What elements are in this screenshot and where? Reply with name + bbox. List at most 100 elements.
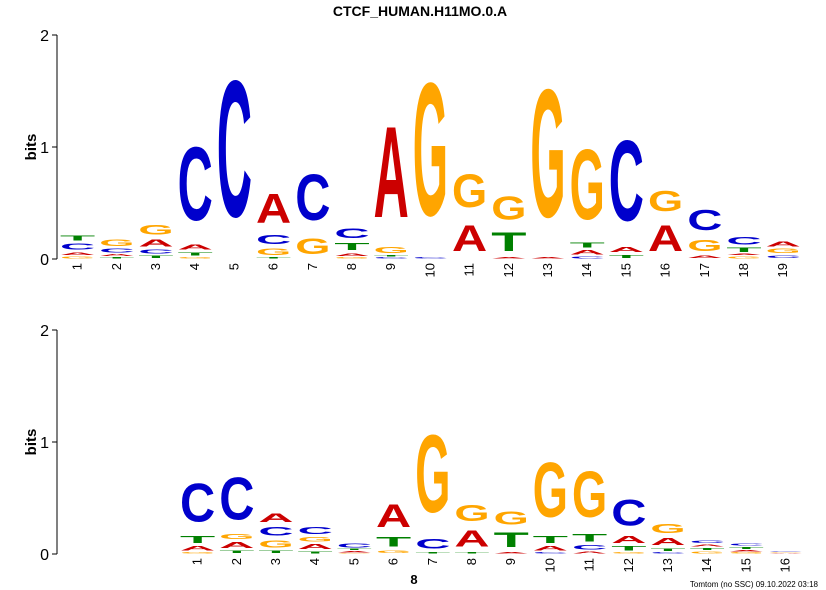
logo-letter-G: G — [258, 538, 293, 549]
position-label: 7 — [425, 558, 440, 565]
position-label: 14 — [579, 263, 594, 277]
position-label: 15 — [738, 558, 753, 572]
logo-letter-A: A — [690, 544, 725, 547]
position-label: 5 — [346, 558, 361, 565]
y-tick-label: 1 — [40, 140, 49, 157]
logo-letter-G: G — [376, 550, 411, 554]
logo-letter-G: G — [454, 500, 489, 526]
logo-letter-C: C — [729, 543, 764, 546]
logo-letter-T: T — [60, 234, 95, 242]
logo-letter-G: G — [570, 130, 605, 241]
logo-letter-A: A — [530, 257, 565, 259]
chart-title: CTCF_HUMAN.H11MO.0.A — [333, 3, 507, 19]
logo-letter-T: T — [491, 226, 526, 257]
logo-letter-T: T — [376, 534, 412, 550]
logo-letter-A: A — [609, 246, 644, 254]
position-label: 4 — [307, 558, 322, 565]
logo-letter-G: G — [452, 164, 487, 217]
logo-letter-G: G — [690, 551, 725, 554]
logo-letter-T: T — [298, 551, 333, 554]
logo-letter-A: A — [726, 253, 761, 255]
logo-letter-C: C — [572, 544, 607, 551]
position-label: 6 — [266, 263, 281, 270]
y-axis-label: bits — [23, 134, 40, 161]
position-label: 19 — [775, 263, 790, 277]
logo-letter-G: G — [729, 552, 764, 554]
position-label: 3 — [148, 263, 163, 270]
logo-letter-T: T — [178, 251, 213, 257]
y-axis-label: bits — [23, 429, 40, 456]
position-label: 16 — [778, 558, 793, 572]
logo-letter-A: A — [687, 255, 722, 259]
logo-letter-T: T — [726, 247, 761, 254]
position-label: 12 — [501, 263, 516, 277]
logo-letter-T: T — [650, 547, 685, 552]
logo-letter-C: C — [334, 226, 369, 242]
position-label: 2 — [109, 263, 124, 270]
logo-letter-G: G — [687, 237, 722, 255]
logo-letter-A: A — [611, 534, 646, 545]
logo-letter-C: C — [138, 249, 173, 254]
position-label: 10 — [422, 263, 437, 277]
logo-letter-A: A — [337, 551, 372, 553]
logo-letter-A: A — [768, 553, 803, 554]
logo-letter-C: C — [533, 552, 568, 554]
logo-letter-A: A — [334, 252, 369, 256]
logo-letter-G: G — [298, 536, 333, 543]
position-label: 17 — [697, 263, 712, 277]
logo-letter-A: A — [138, 238, 173, 249]
logo-letter-C: C — [413, 257, 448, 259]
logo-letter-A: A — [219, 541, 254, 550]
y-tick-label: 2 — [40, 28, 49, 45]
position-label: 8 — [344, 263, 359, 270]
y-tick-label: 1 — [40, 435, 49, 452]
logo-letter-G: G — [611, 552, 646, 554]
logo-letter-G: G — [415, 412, 450, 535]
logo-letter-C: C — [611, 493, 646, 534]
logo-letter-A: A — [533, 545, 568, 552]
position-label: 9 — [503, 558, 518, 565]
logo-letter-A: A — [648, 218, 683, 259]
logo-letter-C: C — [415, 536, 450, 552]
position-label: 7 — [305, 263, 320, 270]
position-label: 4 — [187, 263, 202, 270]
position-label: 15 — [618, 263, 633, 277]
logo-letter-T: T — [570, 241, 605, 249]
logo-letter-T: T — [690, 547, 725, 550]
logo-letter-C: C — [726, 235, 761, 247]
logo-letter-G: G — [766, 248, 801, 255]
logo-letter-C: C — [690, 540, 725, 544]
position-label: 8 — [464, 558, 479, 565]
position-label: 13 — [660, 558, 675, 572]
logo-letter-T: T — [454, 552, 489, 554]
logo-letter-C: C — [650, 552, 685, 554]
logo-letter-A: A — [178, 243, 213, 251]
logo-letter-A: A — [766, 240, 801, 248]
logo-letter-G: G — [99, 238, 134, 248]
logo-letter-C: C — [256, 232, 291, 247]
logo-letter-G: G — [334, 257, 369, 259]
position-label: 18 — [736, 263, 751, 277]
logo-letter-C: C — [337, 543, 372, 548]
logo-letter-A: A — [494, 552, 529, 554]
logo-letter-C: C — [217, 40, 252, 258]
logo-letter-G: G — [256, 247, 291, 257]
logo-letter-T: T — [611, 545, 646, 552]
logo-letter-A: A — [570, 249, 605, 256]
logo-letter-G: G — [60, 256, 95, 259]
logo-letter-C: C — [219, 466, 254, 533]
position-label: 1 — [70, 263, 85, 270]
logo-letter-T: T — [415, 552, 450, 554]
position-label: 2 — [229, 558, 244, 565]
position-label: 12 — [621, 558, 636, 572]
logo-letter-G: G — [374, 246, 409, 255]
logo-letter-C: C — [374, 257, 409, 259]
logo-letter-T: T — [99, 257, 134, 259]
logo-letter-C: C — [99, 248, 134, 253]
logo-letter-A: A — [452, 218, 487, 259]
logo-letter-G: G — [138, 223, 173, 238]
logo-letter-G: G — [219, 533, 254, 541]
logo-letter-A: A — [376, 498, 411, 534]
